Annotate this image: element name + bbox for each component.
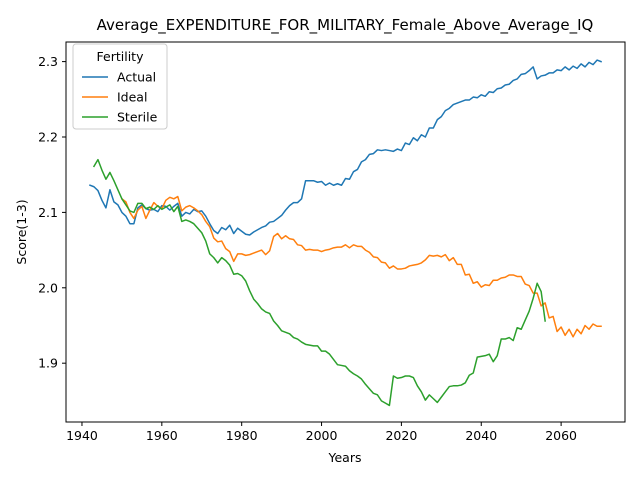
y-tick-label: 2.0 — [38, 280, 58, 295]
series-line-ideal — [120, 195, 602, 338]
legend-box — [72, 43, 168, 130]
x-tick-label: 1980 — [226, 428, 258, 443]
x-tick-label: 1960 — [146, 428, 178, 443]
y-tick-label: 1.9 — [38, 356, 58, 371]
y-axis-label: Score(1-3) — [14, 199, 29, 264]
x-tick-label: 2040 — [465, 428, 497, 443]
chart-title: Average_EXPENDITURE_FOR_MILITARY_Female_… — [97, 16, 594, 35]
x-tick-label: 2060 — [545, 428, 577, 443]
plot-frame — [65, 41, 626, 423]
legend-items: Actual Ideal Sterile — [82, 70, 158, 125]
x-tick-label: 2000 — [306, 428, 338, 443]
legend: Fertility Actual Ideal Sterile — [72, 43, 168, 130]
y-tick-label: 2.2 — [38, 130, 58, 145]
x-tick-label: 2020 — [385, 428, 417, 443]
legend-label-sterile: Sterile — [117, 110, 158, 125]
series-line-sterile — [92, 158, 546, 407]
legend-label-actual: Actual — [117, 70, 156, 85]
x-axis-label: Years — [328, 450, 362, 465]
x-tick-label: 1940 — [66, 428, 98, 443]
y-tick-label: 2.1 — [38, 205, 58, 220]
y-axis: 1.9 2.0 2.1 2.2 2.3 — [38, 54, 66, 371]
series-layer — [88, 59, 603, 407]
x-axis: 1940 1960 1980 2000 2020 2040 2060 — [66, 422, 577, 443]
y-tick-label: 2.3 — [38, 54, 58, 69]
series-line-actual — [88, 59, 603, 236]
legend-label-ideal: Ideal — [117, 90, 147, 105]
legend-title: Fertility — [97, 49, 145, 64]
